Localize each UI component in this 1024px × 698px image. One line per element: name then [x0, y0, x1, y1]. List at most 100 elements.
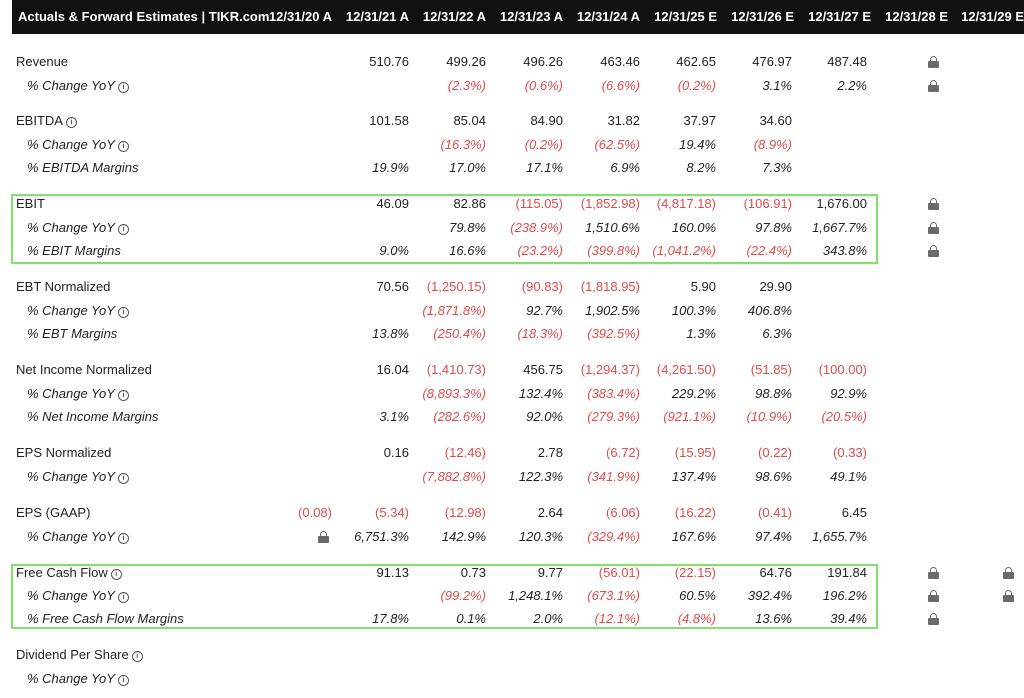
table-cell: 98.8% [755, 386, 792, 401]
table-cell [642, 668, 716, 690]
row-label-text: % Change YoY [27, 137, 115, 152]
table-cell: 92.9% [830, 386, 867, 401]
table-cell: 91.13 [376, 565, 409, 580]
table-cell [258, 300, 332, 322]
table-cell: (329.4%) [587, 529, 640, 544]
table-cell: (106.91) [743, 196, 792, 211]
col-header-2020[interactable]: 12/31/20 A [268, 9, 332, 24]
table-cell [258, 406, 332, 428]
table-cell: (99.2%) [440, 588, 486, 603]
table-cell: 1,248.1% [508, 588, 563, 603]
lock-icon[interactable] [928, 590, 939, 602]
table-cell: 49.1% [830, 469, 867, 484]
table-cell: (279.3%) [587, 409, 640, 424]
table-row-revenue-yoy: % Change YoY i (2.3%) (0.6%) (6.6%) (0.2%) 3.1… [0, 75, 1024, 97]
lock-icon-epsg-yoy-2020[interactable] [318, 531, 329, 543]
lock-icon[interactable] [928, 245, 939, 257]
lock-icon[interactable] [928, 567, 939, 579]
col-header-2023[interactable]: 12/31/23 A [499, 9, 563, 24]
info-icon[interactable]: i [65, 117, 77, 128]
table-cell: 0.73 [460, 565, 486, 580]
table-cell: 1,902.5% [585, 303, 640, 318]
table-cell: (12.98) [444, 505, 486, 520]
info-icon[interactable]: i [117, 82, 129, 93]
table-row-fcf-yoy: % Change YoY i (99.2%) 1,248.1% (673.1%) 60.5… [0, 585, 1024, 607]
col-header-2026[interactable]: 12/31/26 E [731, 9, 794, 24]
table-cell: (0.2%) [524, 137, 563, 152]
table-cell [258, 51, 332, 73]
lock-icon[interactable] [928, 80, 939, 92]
table-cell [258, 276, 332, 298]
table-cell: (6.6%) [601, 78, 640, 93]
table-cell: (1,294.37) [580, 362, 640, 377]
table-cell: 70.56 [376, 279, 409, 294]
table-cell [793, 300, 867, 322]
table-cell: 9.0% [379, 243, 409, 258]
table-cell [489, 668, 563, 690]
table-cell [335, 75, 409, 97]
table-cell: 13.8% [372, 326, 409, 341]
table-cell: 487.48 [827, 54, 867, 69]
col-header-2029[interactable]: 12/31/29 E [961, 9, 1024, 24]
lock-icon[interactable] [928, 198, 939, 210]
table-cell: 510.76 [369, 54, 409, 69]
row-label-text: % EBT Margins [27, 326, 118, 341]
lock-icon-fcf-yoy-2029[interactable] [1003, 590, 1014, 602]
table-cell [718, 644, 792, 666]
col-header-2025[interactable]: 12/31/25 E [654, 9, 717, 24]
row-label-text: Dividend Per Share [16, 647, 129, 662]
info-icon[interactable]: i [117, 592, 129, 603]
col-header-2028[interactable]: 12/31/28 E [885, 9, 948, 24]
info-icon[interactable]: i [110, 569, 122, 580]
lock-icon[interactable] [928, 222, 939, 234]
table-row-fcf: Free Cash Flow i 91.13 0.73 9.77 (56.01) (22.1… [0, 562, 1024, 584]
row-label-text: Free Cash Flow [16, 565, 108, 580]
table-cell: 79.8% [449, 220, 486, 235]
col-header-2024[interactable]: 12/31/24 A [576, 9, 640, 24]
table-cell: (18.3%) [517, 326, 563, 341]
row-label-text: Net Income Normalized [16, 362, 152, 377]
table-cell: (22.15) [674, 565, 716, 580]
row-label: % EBITDA Margins [27, 157, 139, 179]
table-cell: 499.26 [446, 54, 486, 69]
table-cell: 84.90 [530, 113, 563, 128]
table-cell: 476.97 [752, 54, 792, 69]
lock-icon[interactable] [928, 56, 939, 68]
table-cell: (6.06) [606, 505, 640, 520]
info-icon[interactable]: i [117, 390, 129, 401]
row-label-text: % Change YoY [27, 78, 115, 93]
table-cell: 120.3% [518, 529, 563, 544]
table-cell: 1.3% [686, 326, 716, 341]
table-cell: (238.9%) [510, 220, 563, 235]
info-icon[interactable]: i [117, 141, 129, 152]
ebit-highlight-box [11, 194, 878, 264]
table-cell: 191.84 [827, 565, 867, 580]
table-cell [566, 644, 640, 666]
row-label-text: % Change YoY [27, 469, 115, 484]
col-header-2022[interactable]: 12/31/22 A [422, 9, 486, 24]
info-icon[interactable]: i [117, 533, 129, 544]
col-header-2021[interactable]: 12/31/21 A [345, 9, 409, 24]
table-cell: 0.16 [383, 445, 409, 460]
row-label-text: % Change YoY [27, 671, 115, 686]
col-header-2027[interactable]: 12/31/27 E [808, 9, 871, 24]
table-row-ebitda: EBITDA i 101.58 85.04 84.90 31.82 37.97 34.60 [0, 110, 1024, 132]
info-icon[interactable]: i [117, 675, 129, 686]
table-cell [793, 157, 867, 179]
info-icon[interactable]: i [117, 473, 129, 484]
lock-icon[interactable] [928, 613, 939, 625]
info-icon[interactable]: i [117, 224, 129, 235]
table-cell [718, 668, 792, 690]
table-cell: 160.0% [671, 220, 716, 235]
row-label-text: EBT Normalized [16, 279, 111, 294]
info-icon[interactable]: i [131, 651, 143, 662]
row-label: Free Cash Flow i [16, 562, 122, 584]
row-label: EPS (GAAP) [16, 502, 90, 524]
row-label-text: % Change YoY [27, 303, 115, 318]
lock-icon-fcf-2029[interactable] [1003, 567, 1014, 579]
table-cell: (0.6%) [524, 78, 563, 93]
table-cell: (0.08) [298, 505, 332, 520]
row-label: % Change YoY i [27, 75, 129, 97]
info-icon[interactable]: i [117, 307, 129, 318]
row-label-text: Revenue [16, 54, 69, 69]
